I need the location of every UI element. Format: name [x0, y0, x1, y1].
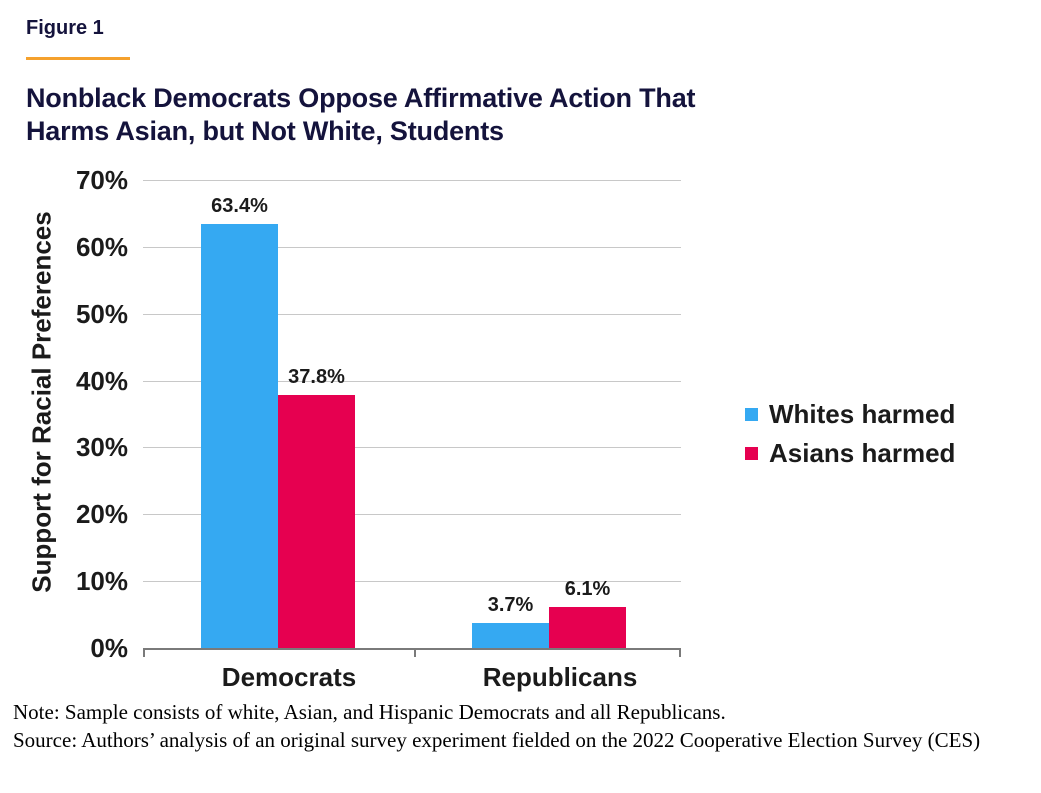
bar-value-label: 63.4%: [211, 195, 268, 218]
category-label-republicans: Republicans: [482, 662, 638, 692]
category-label-democrats: Democrats: [221, 662, 357, 692]
plot-area: 63.4% 37.8% Democrats 3.7% 6.1% Republicans: [143, 180, 681, 692]
y-tick-label-30: 30%: [75, 432, 128, 463]
y-tick-label-40: 40%: [75, 365, 128, 396]
figure-underline: [26, 57, 130, 60]
chart-title: Nonblack Democrats Oppose Affirmative Ac…: [26, 82, 696, 148]
figure-label: Figure 1: [26, 17, 104, 39]
bar-value-label: 6.1%: [564, 578, 611, 601]
bar-democrats-whites: [201, 224, 278, 648]
bar-value-label: 37.8%: [288, 366, 345, 389]
x-axis-tick-2: [679, 648, 681, 657]
legend-item-whites: Whites harmed: [745, 395, 955, 434]
legend-swatch-icon: [745, 447, 758, 460]
x-axis-tick-1: [414, 648, 416, 657]
gridline-50: [143, 313, 681, 315]
legend-label: Asians harmed: [769, 438, 956, 468]
y-tick-label-70: 70%: [75, 165, 128, 195]
gridline-70: [143, 180, 681, 181]
chart-title-line-2: Harms Asian, but Not White, Students: [26, 116, 504, 146]
y-tick-label-50: 50%: [75, 298, 128, 329]
y-tick-label-10: 10%: [75, 566, 128, 597]
gridline-10: [143, 581, 681, 583]
note-text: Note: Sample consists of white, Asian, a…: [13, 700, 726, 724]
bar-republicans-whites: [472, 623, 549, 648]
y-tick-label-0: 0%: [90, 633, 128, 663]
gridline-60: [143, 246, 681, 248]
source-text: Source: Authors’ analysis of an original…: [13, 728, 981, 752]
legend-item-asians: Asians harmed: [745, 434, 955, 473]
y-tick-label-20: 20%: [75, 499, 128, 530]
y-axis-tick-labels: 0% 10% 20% 30% 40% 50% 60% 70%: [0, 165, 128, 663]
bar-republicans-asians: [549, 607, 626, 648]
legend-swatch-icon: [745, 408, 758, 421]
gridline-40: [143, 380, 681, 382]
chart-title-line-1: Nonblack Democrats Oppose Affirmative Ac…: [26, 83, 696, 113]
bar-democrats-asians: [278, 395, 355, 648]
gridline-20: [143, 514, 681, 516]
legend-label: Whites harmed: [769, 399, 956, 429]
y-tick-label-60: 60%: [75, 231, 128, 262]
legend: Whites harmed Asians harmed: [745, 395, 955, 473]
gridline-30: [143, 447, 681, 449]
x-axis-tick-0: [143, 648, 145, 657]
bar-value-label: 3.7%: [487, 594, 534, 617]
